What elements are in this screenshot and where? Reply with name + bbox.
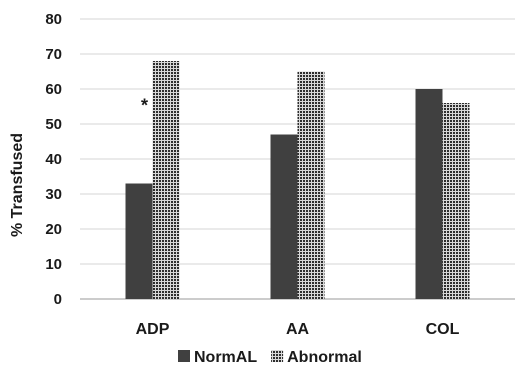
y-tick-label-70: 70 bbox=[45, 46, 62, 63]
bar-adp-normal bbox=[125, 183, 153, 299]
y-tick-label-50: 50 bbox=[45, 116, 62, 133]
y-tick-labels: 0 10 20 30 40 50 60 70 80 bbox=[45, 11, 62, 308]
annotation-0: * bbox=[141, 96, 148, 116]
bar-col-normal bbox=[415, 89, 443, 299]
bar-aa-normal bbox=[270, 134, 298, 299]
legend-label-normal: NormAL bbox=[194, 349, 257, 366]
x-category-label-aa: AA bbox=[286, 321, 310, 338]
bar-aa-abnormal bbox=[297, 71, 325, 299]
y-tick-label-0: 0 bbox=[54, 291, 62, 308]
legend: NormAL Abnormal bbox=[178, 349, 362, 366]
y-tick-label-10: 10 bbox=[45, 256, 62, 273]
y-tick-label-80: 80 bbox=[45, 11, 62, 28]
y-tick-label-40: 40 bbox=[45, 151, 62, 168]
annotations: * bbox=[141, 96, 148, 116]
y-axis-label: % Transfused bbox=[9, 133, 26, 237]
x-category-label-col: COL bbox=[426, 321, 460, 338]
x-category-label-adp: ADP bbox=[136, 321, 170, 338]
y-tick-label-20: 20 bbox=[45, 221, 62, 238]
bar-col-abnormal bbox=[442, 103, 470, 299]
y-tick-label-30: 30 bbox=[45, 186, 62, 203]
legend-label-abnormal: Abnormal bbox=[287, 349, 362, 366]
x-category-labels: ADP AA COL bbox=[136, 321, 460, 338]
y-tick-label-60: 60 bbox=[45, 81, 62, 98]
bar-adp-abnormal bbox=[152, 61, 180, 299]
legend-swatch-abnormal bbox=[271, 350, 284, 362]
bars bbox=[125, 61, 470, 299]
legend-swatch-normal bbox=[178, 350, 190, 362]
